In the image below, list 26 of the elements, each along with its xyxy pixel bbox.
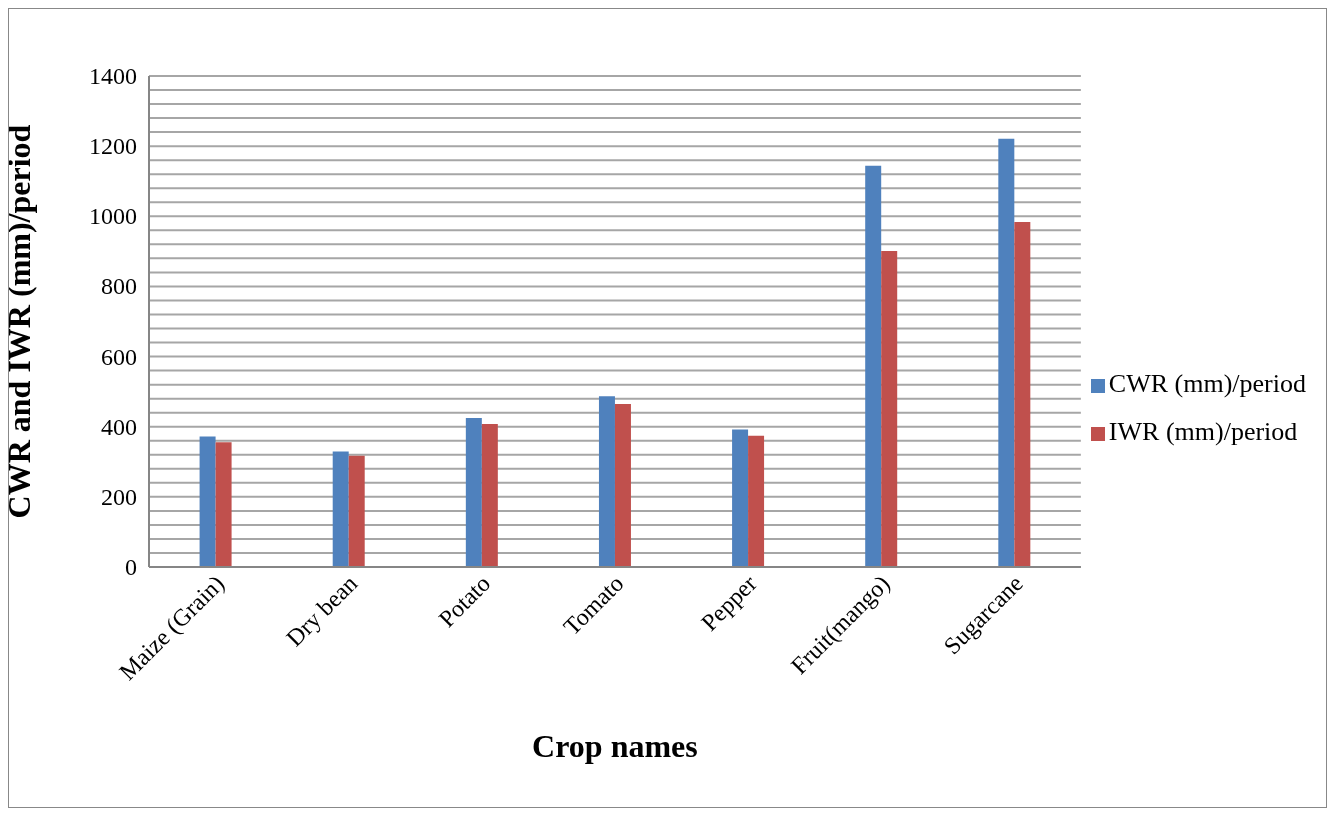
bar (199, 436, 216, 567)
y-tick-label: 200 (101, 483, 137, 510)
bar (1014, 221, 1031, 567)
y-tick-label: 600 (101, 343, 137, 370)
bar (614, 403, 631, 567)
y-tick-label: 1200 (89, 133, 137, 160)
bar (732, 429, 749, 567)
y-tick-label: 800 (101, 273, 137, 300)
bar (748, 435, 765, 567)
bar (998, 138, 1015, 567)
legend-label: CWR (mm)/period (1108, 369, 1306, 398)
bar (332, 451, 349, 567)
bar (598, 396, 615, 567)
x-tick-label: Dry bean (281, 570, 363, 652)
bar (348, 455, 365, 567)
y-tick-label: 400 (101, 413, 137, 440)
bar (215, 442, 232, 567)
bar (481, 423, 498, 567)
bar (881, 251, 898, 567)
y-tick-label: 0 (125, 554, 137, 580)
bar (465, 417, 482, 567)
legend-label: IWR (mm)/period (1108, 417, 1298, 446)
y-tick-label: 1000 (89, 203, 137, 230)
bar (865, 165, 882, 567)
x-axis-title: Crop names (532, 728, 698, 764)
y-tick-label: 1400 (89, 63, 137, 89)
